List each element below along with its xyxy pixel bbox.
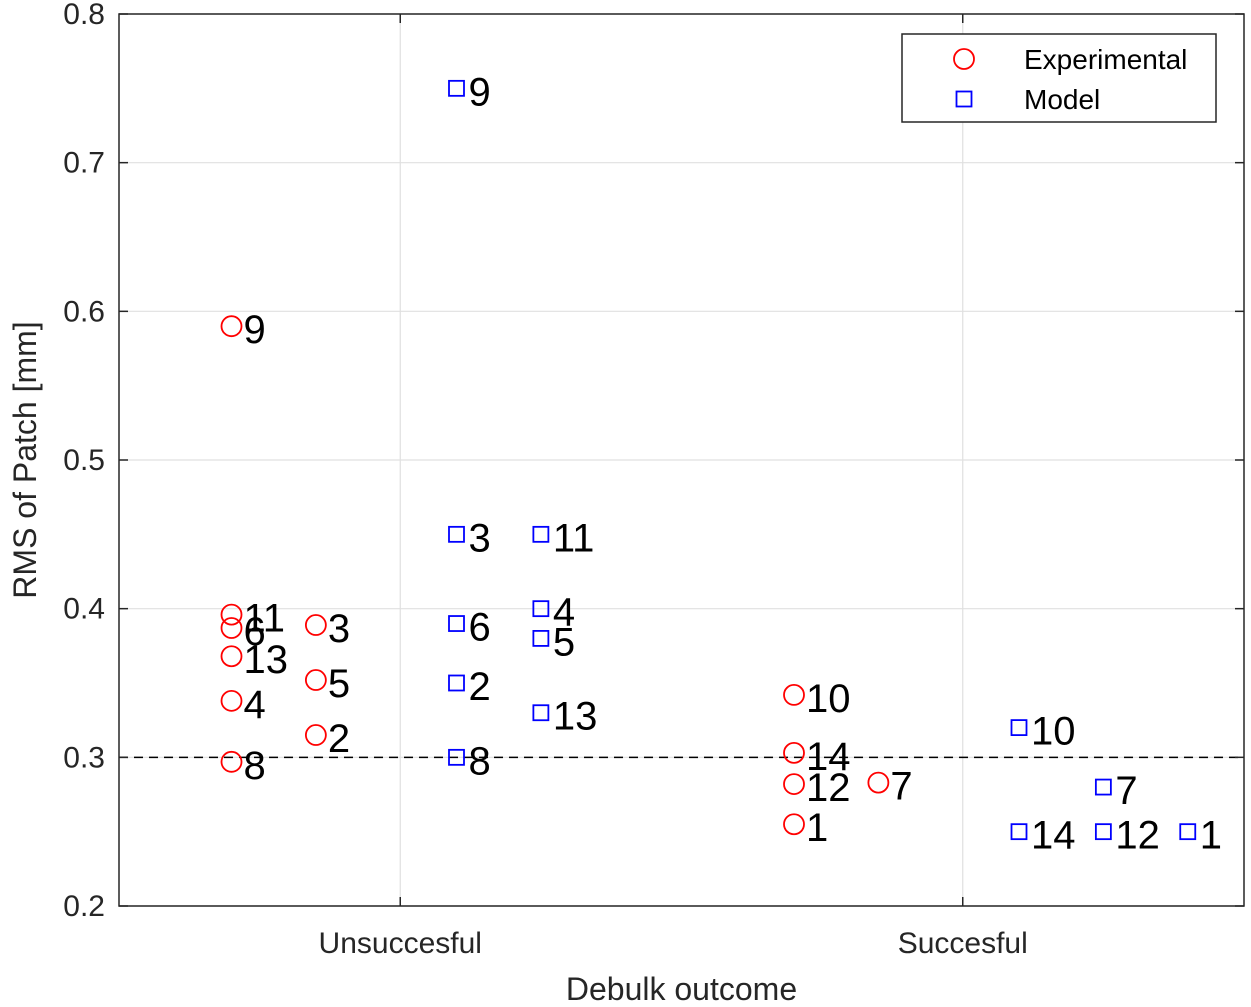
experimental-marker — [304, 669, 327, 691]
legend-box — [901, 33, 1217, 123]
point-label: 2 — [328, 717, 350, 761]
experimental-marker — [220, 750, 243, 773]
model-marker — [1010, 823, 1028, 841]
model-marker — [448, 748, 465, 766]
y-tick-label: 0.5 — [63, 444, 105, 477]
point-label: 1 — [806, 806, 828, 850]
experimental-marker — [304, 724, 327, 746]
y-tick-label: 0.4 — [63, 593, 105, 626]
point-label: 11 — [244, 597, 286, 641]
model-marker — [532, 600, 550, 618]
x-tick-label: Succesful — [898, 927, 1028, 960]
point-label: 13 — [553, 695, 598, 739]
y-tick-label: 0.3 — [63, 741, 105, 774]
experimental-marker — [867, 771, 890, 794]
model-marker — [448, 525, 465, 543]
model-marker — [448, 615, 465, 632]
point-label: 12 — [1115, 814, 1160, 858]
experimental-marker — [220, 645, 243, 668]
x-axis-ticks: Unsuccesful Succesful — [319, 14, 1028, 960]
point-label: 10 — [1031, 710, 1076, 754]
point-label: 7 — [1115, 769, 1137, 813]
point-label: 1 — [1200, 814, 1222, 858]
experimental-marker — [783, 683, 805, 706]
point-label: 5 — [328, 662, 350, 706]
legend-experimental-marker — [953, 48, 975, 70]
x-tick-label: Unsuccesful — [319, 927, 482, 960]
point-label: 14 — [1031, 814, 1076, 858]
point-label: 8 — [244, 744, 266, 788]
experimental-marker — [220, 689, 243, 712]
model-marker — [448, 79, 465, 97]
point-label: 12 — [806, 766, 851, 810]
model-marker — [1010, 719, 1028, 736]
legend: Experimental Model — [901, 33, 1217, 123]
legend-model-marker — [955, 90, 973, 108]
model-marker — [532, 630, 550, 647]
experimental-marker — [783, 813, 805, 836]
model-marker — [1094, 823, 1112, 841]
point-label: 11 — [553, 516, 595, 560]
y-tick-label: 0.6 — [63, 295, 105, 328]
point-label: 6 — [469, 606, 491, 650]
point-label: 14 — [806, 735, 851, 779]
experimental-marker — [220, 603, 243, 626]
point-label: 8 — [469, 739, 491, 783]
point-label: 3 — [469, 516, 491, 560]
point-label: 10 — [806, 677, 851, 721]
experimental-marker — [783, 741, 805, 764]
legend-entry-label: Experimental — [1024, 44, 1187, 75]
experimental-marker — [783, 773, 805, 795]
model-marker — [1179, 823, 1197, 841]
point-label: 13 — [244, 638, 289, 682]
model-marker — [448, 674, 465, 692]
y-tick-label: 0.2 — [63, 890, 105, 923]
y-tick-label: 0.8 — [63, 0, 105, 31]
point-label: 6 — [244, 610, 266, 654]
experimental-marker — [220, 315, 243, 338]
point-label: 9 — [244, 308, 266, 352]
x-axis-label: Debulk outcome — [566, 971, 797, 1007]
y-axis-ticks: 0.2 0.3 0.4 0.5 0.6 0.7 0.8 — [63, 0, 1244, 923]
grid-lines — [119, 13, 1244, 907]
point-label: 5 — [553, 620, 575, 664]
point-label: 4 — [553, 591, 575, 635]
point-label: 4 — [244, 683, 266, 727]
experimental-marker — [220, 617, 243, 639]
experimental-marker — [304, 614, 327, 636]
model-marker — [532, 704, 550, 722]
model-marker — [1094, 778, 1112, 796]
point-label: 3 — [328, 607, 350, 651]
y-tick-label: 0.7 — [63, 147, 105, 180]
point-label: 9 — [469, 70, 491, 114]
model-marker — [532, 525, 550, 543]
legend-entry-label: Model — [1024, 84, 1100, 115]
y-axis-label: RMS of Patch [mm] — [7, 321, 43, 598]
point-label: 7 — [890, 765, 912, 809]
point-label: 2 — [469, 665, 491, 709]
